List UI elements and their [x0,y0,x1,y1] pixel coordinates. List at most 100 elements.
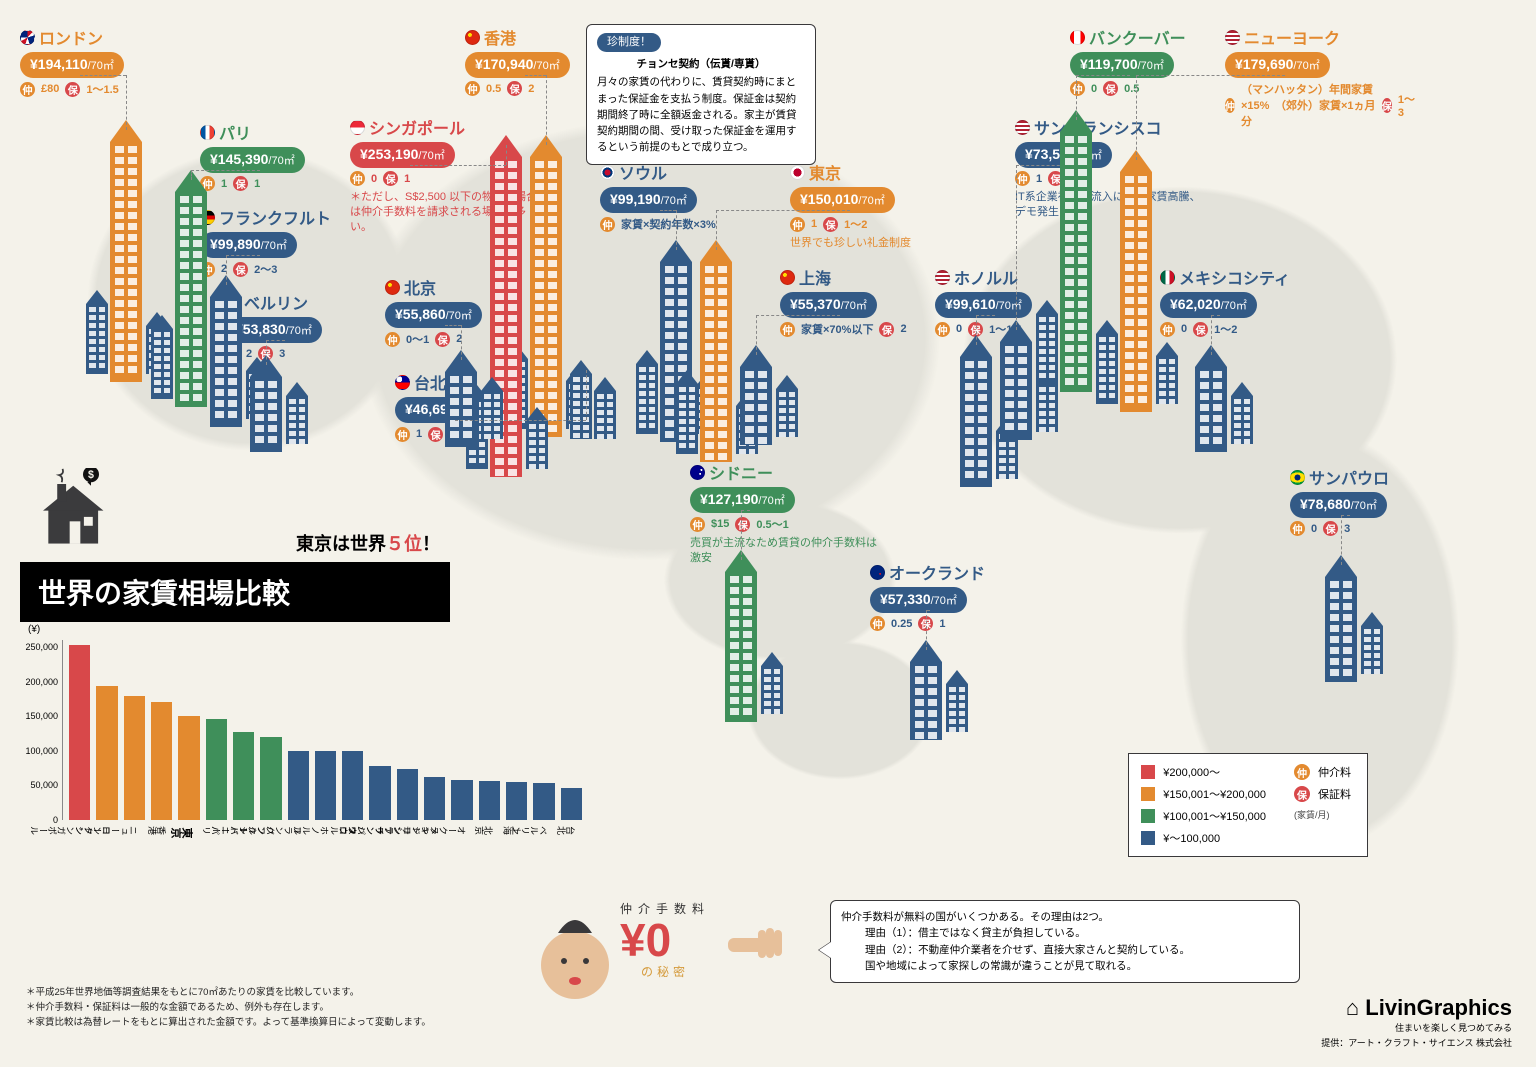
building [175,170,207,407]
city-name: 香港 [484,25,516,49]
deposit-fee: 0.5 [1124,83,1139,95]
deposit-coin-icon: 保 [233,176,248,191]
city-auckland: オークランド ¥57,330/70㎡ 仲0.25 保1 [870,560,1060,631]
city-name: メキシコシティ [1179,265,1290,289]
legend-coin-icon: 仲 [1294,764,1310,780]
deposit-fee: 1〜2 [1214,321,1237,337]
legend-tier: ¥〜100,000 [1141,830,1266,846]
building [725,550,757,722]
rent-pill: ¥62,020/70㎡ [1160,292,1257,318]
legend-swatch [1141,787,1155,801]
city-name: シドニー [709,460,773,484]
building [676,370,698,454]
deposit-coin-icon: 保 [1323,521,1338,536]
flag-icon [395,375,410,390]
building [481,377,503,439]
building [946,670,968,732]
city-name: 北京 [404,275,436,299]
building [570,360,592,439]
flag-icon [780,270,795,285]
deposit-fee: 2〜3 [254,261,277,277]
subtitle: 東京は世界５位！ [20,530,450,556]
city-name: パリ [219,120,251,144]
broker-fee: 家賃×70%以下 [801,321,873,337]
city-sydney: シドニー ¥127,190/70㎡ 仲$15 保0.5〜1 売買が主流なため賃貸… [690,460,880,566]
broker-fee: 0 [1181,323,1187,335]
broker-coin-icon: 仲 [20,82,35,97]
city-name: オークランド [889,560,985,584]
broker-fee: 1 [416,428,422,440]
broker-fee: 1 [811,218,817,230]
broker-coin-icon: 仲 [600,217,615,232]
flag-icon [1225,30,1240,45]
svg-text:$: $ [88,469,94,481]
hand-icon [728,920,788,970]
person-icon [530,895,620,1005]
deposit-fee: 2 [528,83,534,95]
rent-pill: ¥78,680/70㎡ [1290,492,1387,518]
building [1060,110,1092,392]
deposit-fee: 1〜1.5 [86,81,118,97]
legend-tier: ¥100,001〜¥150,000 [1141,808,1266,824]
broker-fee: 0.5 [486,83,501,95]
deposit-coin-icon: 保 [65,82,80,97]
deposit-coin-icon: 保 [435,332,450,347]
legend-coin: 仲仲介料 [1294,764,1351,780]
broker-coin-icon: 仲 [790,217,805,232]
callout-reasons: 仲介手数料が無料の国がいくつかある。その理由は2つ。 理由（1）：借主ではなく貸… [830,900,1300,983]
rent-bar-chart: (¥) シンガポールロンドンニューヨーク香港東京パリシドニーバンクーバーフランク… [28,640,583,880]
building [636,350,658,434]
ytick: 0 [24,815,58,825]
building [1361,612,1383,674]
city-tokyo: 東京 ¥150,010/70㎡ 仲1 保1〜2 世界でも珍しい礼金制度 [790,160,980,251]
deposit-fee: 1〜3 [1398,91,1415,119]
flag-icon [200,125,215,140]
rent-pill: ¥57,330/70㎡ [870,587,967,613]
building [210,275,242,427]
city-name: 台北 [414,370,446,394]
deposit-fee: 1 [404,173,410,185]
city-note: 世界でも珍しい礼金制度 [790,236,980,251]
broker-coin-icon: 仲 [935,322,950,337]
legend-tier: ¥150,001〜¥200,000 [1141,786,1266,802]
building [700,240,732,462]
deposit-coin-icon: 保 [823,217,838,232]
deposit-coin-icon: 保 [1382,98,1392,113]
bar-label: 香港 [148,824,166,837]
flag-icon [350,120,365,135]
city-name: フランクフルト [219,205,331,229]
deposit-fee: 1〜2 [844,216,867,232]
deposit-coin-icon: 保 [507,81,522,96]
city-name: ソウル [619,160,667,184]
city-sanfrancisco: サンフランシスコ ¥73,570/70㎡ 仲1 保1 IT系企業社員の流入により… [1015,115,1205,220]
city-saopaulo: サンパウロ ¥78,680/70㎡ 仲0 保3 [1290,465,1480,536]
deposit-fee: 1 [254,178,260,190]
flag-icon [1015,120,1030,135]
flag-icon [465,30,480,45]
broker-coin-icon: 仲 [690,517,705,532]
ytick: 200,000 [24,677,58,687]
building [776,375,798,437]
title-block: 東京は世界５位！ 世界の家賃相場比較 [20,530,450,622]
bar-label: 台北 [557,824,575,837]
legend-swatch [1141,831,1155,845]
deposit-coin-icon: 保 [383,171,398,186]
building [286,382,308,444]
building [1120,150,1152,412]
footnotes: ＊平成25年世界地価等調査結果をもとに70㎡あたりの家賃を比較しています。 ＊仲… [26,985,431,1031]
ytick: 250,000 [24,642,58,652]
broker-coin-icon: 仲 [780,322,795,337]
building [1156,342,1178,404]
legend-coin-icon: 保 [1294,786,1310,802]
broker-fee: 0 [371,173,377,185]
legend-coin: 保保証料 [1294,786,1351,802]
broker-coin-icon: 仲 [1290,521,1305,536]
legend-swatch [1141,809,1155,823]
city-name: ホノルル [954,265,1018,289]
legend-unit: (家賃/月) [1294,808,1351,821]
flag-icon [1070,30,1085,45]
deposit-fee: 2 [900,323,906,335]
flag-icon [600,165,615,180]
main-title: 世界の家賃相場比較 [20,562,450,622]
building [110,120,142,382]
